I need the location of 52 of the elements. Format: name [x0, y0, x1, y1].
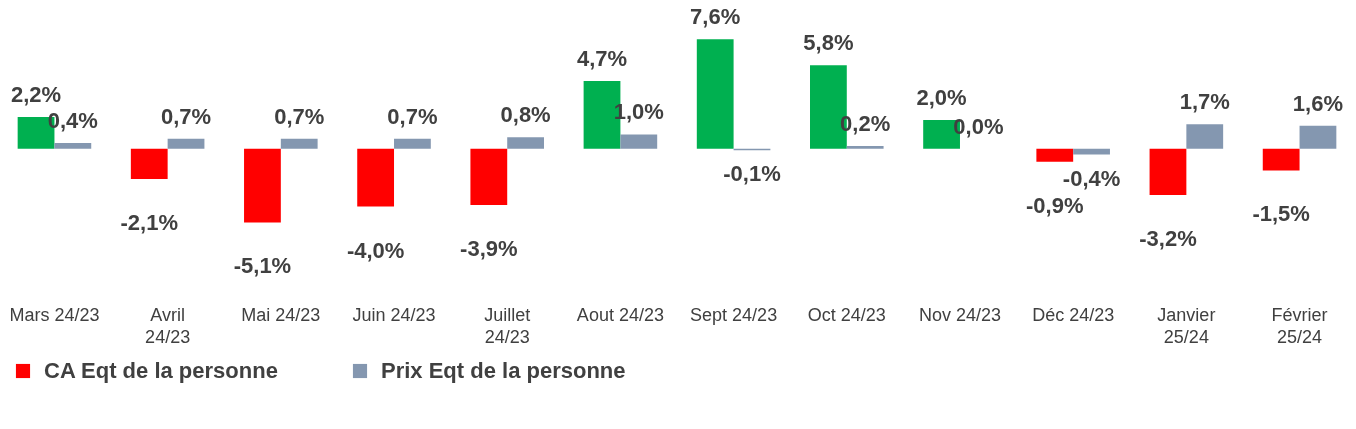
data-label: 0,7%	[160, 103, 212, 129]
x-tick-label: Sept 24/23	[690, 304, 778, 325]
data-label: -0,1%	[723, 161, 781, 187]
bar	[54, 143, 92, 149]
x-tick-label: Avril 24/23	[145, 304, 191, 347]
data-label: -1,5%	[1252, 201, 1310, 227]
x-tick-label: Juillet 24/23	[484, 304, 531, 347]
data-label: 7,6%	[690, 4, 741, 30]
bar	[507, 137, 544, 149]
data-label: 2,0%	[916, 84, 967, 110]
x-tick-label: Mai 24/23	[241, 304, 321, 325]
data-label: -3,9%	[460, 236, 518, 262]
data-label: -5,1%	[233, 253, 292, 279]
bar	[130, 148, 168, 180]
data-label: 0,7%	[274, 103, 325, 129]
bar	[167, 138, 205, 149]
bar	[1073, 148, 1110, 155]
bar	[1186, 124, 1224, 149]
x-tick-label: Aout 24/23	[576, 304, 664, 325]
bar	[846, 145, 884, 149]
bar	[357, 148, 395, 207]
bar	[1036, 148, 1074, 162]
data-label: 1,6%	[1292, 90, 1344, 116]
data-label: 4,7%	[576, 46, 628, 71]
x-tick-label: Nov 24/23	[918, 304, 1002, 325]
bar	[1262, 148, 1300, 171]
x-tick-label: Mars 24/23	[9, 304, 100, 325]
legend-label: CA Eqt de la personne	[44, 358, 278, 383]
bar	[244, 148, 281, 223]
data-label: 2,2%	[10, 82, 62, 108]
data-label: -4,0%	[346, 237, 405, 263]
x-tick-label: Février 25/24	[1271, 304, 1328, 347]
x-tick-label: Oct 24/23	[807, 304, 886, 325]
bar	[620, 134, 658, 149]
data-label: -0,4%	[1062, 165, 1121, 191]
bar	[696, 39, 734, 149]
bar	[280, 138, 318, 149]
x-tick-label: Janvier 25/24	[1157, 304, 1216, 347]
legend-label: Prix Eqt de la personne	[381, 358, 626, 383]
data-label: -3,2%	[1139, 226, 1197, 251]
data-label: -0,9%	[1026, 192, 1084, 218]
bar	[1149, 148, 1187, 195]
bar	[470, 148, 508, 206]
data-label: 1,7%	[1179, 89, 1230, 115]
data-label: -2,1%	[120, 210, 178, 236]
data-label: 0,7%	[387, 103, 438, 129]
data-label: 0,8%	[500, 102, 551, 128]
x-tick-label: Juin 24/23	[352, 304, 436, 325]
data-label: 5,8%	[803, 30, 854, 56]
bar	[394, 138, 431, 149]
bar	[1299, 125, 1337, 149]
x-tick-label: Déc 24/23	[1032, 304, 1115, 325]
